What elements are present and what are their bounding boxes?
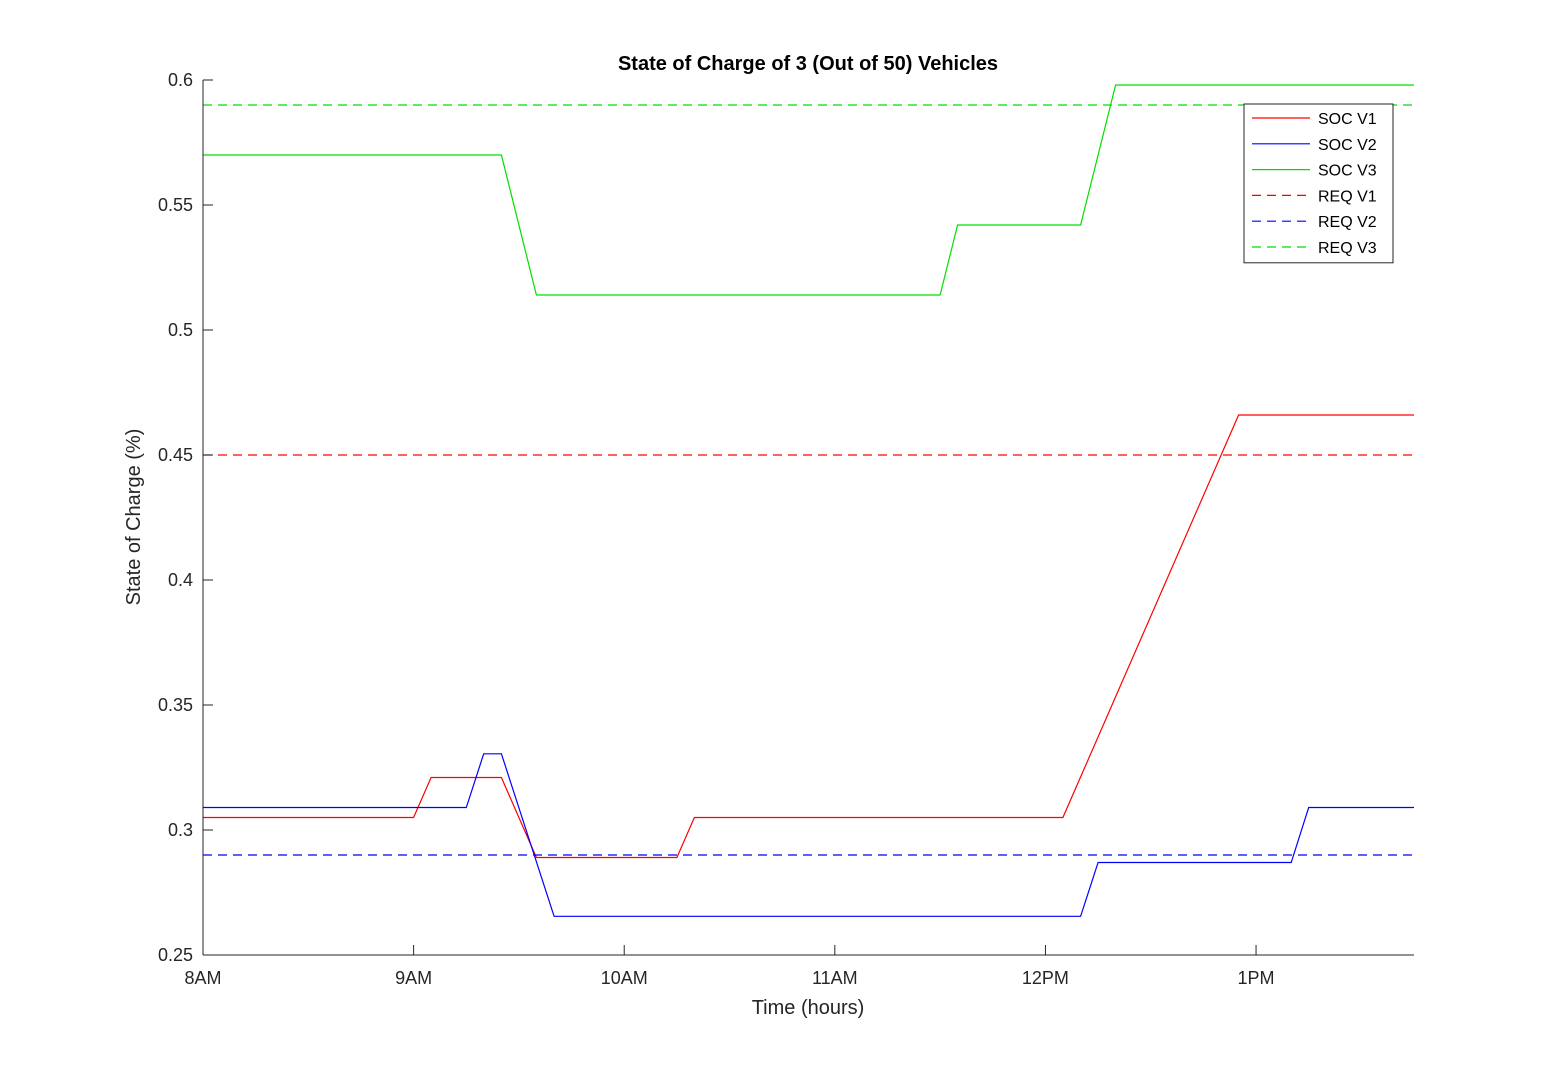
y-tick-label: 0.3 [168,820,193,840]
y-axis-title: State of Charge (%) [123,429,145,606]
legend-label: REQ V3 [1318,240,1377,257]
series-line-soc-v2 [203,753,1414,917]
y-tick-label: 0.5 [168,320,193,340]
legend-box [1243,103,1394,264]
x-tick-label: 9AM [395,968,432,988]
series-line-soc-v1 [203,414,1414,859]
y-tick-label: 0.25 [158,945,193,965]
x-tick-label: 10AM [601,968,648,988]
x-axis-title: Time (hours) [752,997,865,1019]
plot-area [203,80,1414,955]
y-tick-label: 0.6 [168,70,193,90]
x-tick-label: 12PM [1022,968,1069,988]
legend-label: REQ V2 [1318,214,1377,231]
chart-title: State of Charge of 3 (Out of 50) Vehicle… [618,53,998,75]
x-tick-label: 1PM [1238,968,1275,988]
legend: SOC V1 SOC V2 SOC V3 REQ V1 REQ V2 REQ V3 [1243,103,1394,264]
y-tick-label: 0.45 [158,445,193,465]
series-line-soc-v3 [203,84,1414,296]
y-tick-label: 0.55 [158,195,193,215]
legend-label: SOC V2 [1318,137,1377,154]
legend-label: REQ V1 [1318,188,1377,205]
series-layer [203,84,1414,917]
legend-label: SOC V1 [1318,111,1377,128]
y-tick-label: 0.4 [168,570,193,590]
axes-layer: 8AM 9AM 10AM 11AM 12PM 1PM 0.25 0.3 0.35 0.4 0.45 0… [158,70,1414,988]
legend-label: SOC V3 [1318,163,1377,180]
x-tick-label: 11AM [812,968,858,988]
x-tick-label: 8AM [184,968,221,988]
y-tick-label: 0.35 [158,695,193,715]
